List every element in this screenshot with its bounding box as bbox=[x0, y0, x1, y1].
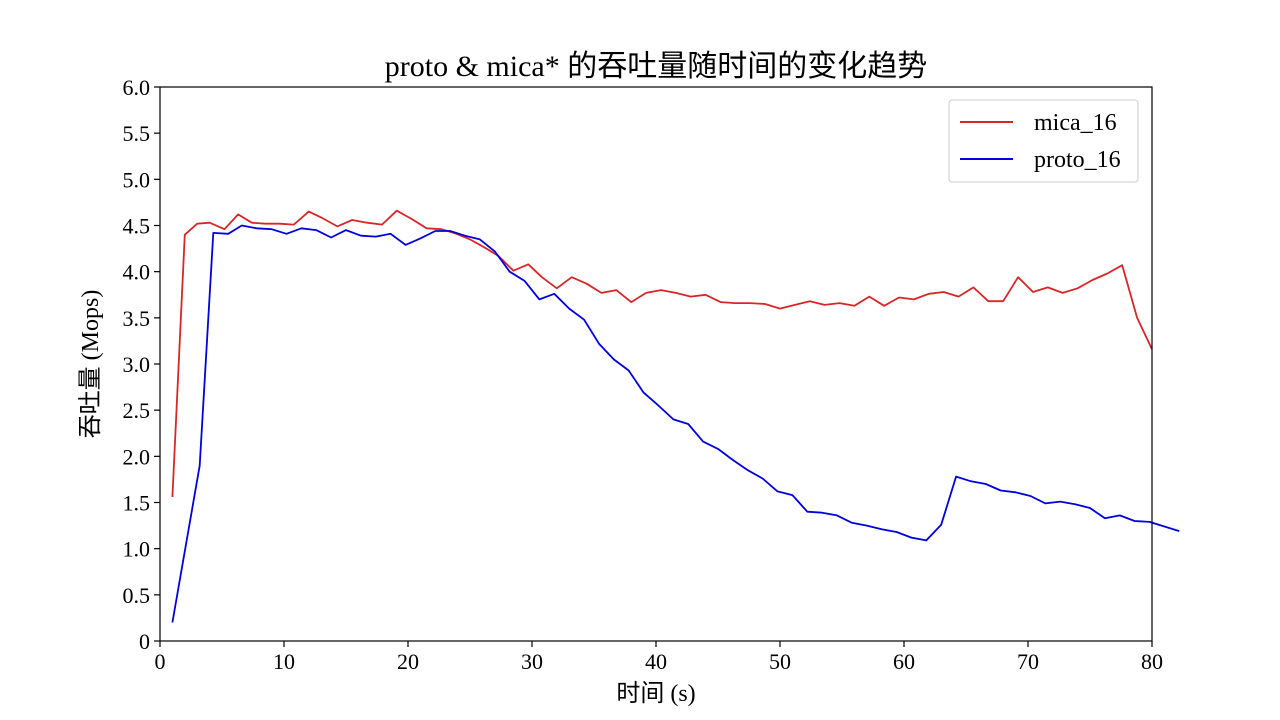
x-tick-label: 40 bbox=[645, 649, 667, 674]
y-tick-label: 2.5 bbox=[123, 398, 151, 423]
chart-title: proto & mica* 的吞吐量随时间的变化趋势 bbox=[385, 50, 927, 83]
x-tick-label: 10 bbox=[273, 649, 295, 674]
y-tick-label: 6.0 bbox=[123, 75, 151, 100]
x-tick-label: 30 bbox=[521, 649, 543, 674]
series-line-proto-16 bbox=[171, 224, 1180, 623]
x-tick-label: 0 bbox=[155, 649, 166, 674]
y-axis: 0 0.5 1.0 1.5 2.0 2.5 3.0 3.5 4.0 4.5 5.0 5.5 6.0 bbox=[123, 75, 160, 654]
x-axis: 0 10 20 30 40 50 60 70 80 bbox=[155, 641, 1163, 674]
x-tick-label: 20 bbox=[397, 649, 419, 674]
series-line-mica-16 bbox=[171, 209, 1153, 498]
y-tick-label: 1.0 bbox=[123, 537, 151, 562]
legend-box bbox=[948, 99, 1139, 183]
y-tick-label: 4.0 bbox=[123, 260, 151, 285]
y-tick-label: 2.0 bbox=[123, 444, 151, 469]
legend-label-mica: mica_16 bbox=[1034, 110, 1117, 136]
x-axis-label: 时间 (s) bbox=[616, 680, 695, 707]
legend-label-proto: proto_16 bbox=[1034, 147, 1121, 173]
y-tick-label: 0.5 bbox=[123, 583, 151, 608]
y-tick-label: 1.5 bbox=[123, 491, 151, 516]
y-axis-label: 吞吐量 (Mops) bbox=[77, 290, 104, 439]
legend: mica_16 proto_16 bbox=[948, 99, 1139, 183]
x-tick-label: 70 bbox=[1017, 649, 1039, 674]
y-tick-label: 0 bbox=[139, 629, 150, 654]
y-tick-label: 3.5 bbox=[123, 306, 151, 331]
y-tick-label: 4.5 bbox=[123, 214, 151, 239]
y-tick-label: 5.0 bbox=[123, 167, 151, 192]
x-tick-label: 80 bbox=[1141, 649, 1163, 674]
y-tick-label: 3.0 bbox=[123, 352, 151, 377]
series-layer bbox=[171, 209, 1180, 623]
y-tick-label: 5.5 bbox=[123, 121, 151, 146]
x-tick-label: 60 bbox=[893, 649, 915, 674]
x-tick-label: 50 bbox=[769, 649, 791, 674]
